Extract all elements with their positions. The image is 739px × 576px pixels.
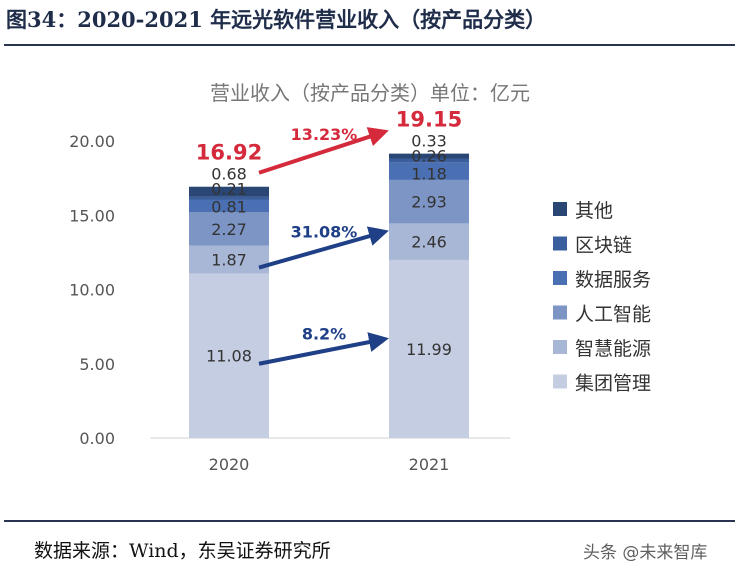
bar-segment-2021-0 xyxy=(389,259,469,438)
bar-segment-2020-2 xyxy=(189,211,269,246)
bar-value-label-2021-3: 1.18 xyxy=(411,165,447,184)
bar-value-label-2020-3: 0.81 xyxy=(211,198,247,217)
growth-arrow-0 xyxy=(258,127,389,175)
y-tick-label-0: 0.00 xyxy=(79,429,115,448)
growth-arrow-2 xyxy=(258,332,389,366)
figure-title: 图34：2020-2021 年远光软件营业收入（按产品分类） xyxy=(6,7,547,32)
legend-swatch-3 xyxy=(553,305,567,320)
data-source: 数据来源：Wind，东吴证券研究所 xyxy=(34,540,331,562)
stacked-bar-chart: 营业收入（按产品分类）单位：亿元 0.00 5.00 10.00 15.00 20.00… xyxy=(69,81,651,474)
bar-segment-2020-4 xyxy=(189,196,269,200)
bar-total-label-2021: 19.15 xyxy=(396,108,462,132)
y-tick-label-2: 10.00 xyxy=(69,281,115,300)
legend-swatch-4 xyxy=(553,340,567,354)
watermark: 头条 @未来智库 xyxy=(583,543,708,563)
legend-label-0: 其他 xyxy=(575,200,613,222)
growth-arrow-1 xyxy=(258,226,389,270)
legend-swatch-5 xyxy=(553,374,567,389)
y-tick-label-1: 5.00 xyxy=(79,355,115,374)
bar-value-label-2020-2: 2.27 xyxy=(211,220,247,239)
bar-value-label-2020-0: 11.08 xyxy=(206,347,252,366)
bar-segment-2021-2 xyxy=(389,179,469,224)
bar-value-label-2021-1: 2.46 xyxy=(411,233,447,252)
bar-value-label-2020-1: 1.87 xyxy=(211,251,247,270)
legend-label-2: 数据服务 xyxy=(575,269,651,291)
bar-value-label-2021-4: 0.26 xyxy=(411,147,447,166)
growth-annotations: 13.23% 31.08% 8.2% xyxy=(258,125,389,366)
bar-value-label-2021-5: 0.33 xyxy=(411,132,447,151)
bar-segment-2021-4 xyxy=(389,158,469,163)
x-category-label-2021: 2021 xyxy=(409,455,450,474)
bar-value-label-2020-5: 0.68 xyxy=(211,165,247,184)
bar-segment-2020-1 xyxy=(189,245,269,274)
bar-segment-2020-0 xyxy=(189,273,269,438)
bar-segment-2021-5 xyxy=(389,153,469,159)
bar-value-label-2021-2: 2.93 xyxy=(411,193,447,212)
bar-segment-2020-5 xyxy=(189,186,269,197)
bar-total-label-2020: 16.92 xyxy=(196,141,262,165)
legend-label-1: 区块链 xyxy=(575,235,632,257)
top-rule xyxy=(4,44,735,46)
legend-swatch-2 xyxy=(553,271,567,285)
legend-label-4: 智慧能源 xyxy=(575,338,651,360)
growth-label-2: 8.2% xyxy=(302,324,346,343)
legend-swatch-0 xyxy=(553,202,567,216)
bar-value-label-2021-0: 11.99 xyxy=(406,340,452,359)
y-axis: 0.00 5.00 10.00 15.00 20.00 xyxy=(69,132,115,448)
chart-title: 营业收入（按产品分类）单位：亿元 xyxy=(210,81,530,105)
x-category-label-2020: 2020 xyxy=(209,455,250,474)
bar-segment-2021-3 xyxy=(389,162,469,180)
bottom-rule xyxy=(4,520,735,522)
bar-segment-2020-3 xyxy=(189,199,269,212)
y-tick-label-4: 20.00 xyxy=(69,132,115,151)
legend-swatch-1 xyxy=(553,236,567,251)
legend-label-3: 人工智能 xyxy=(575,304,651,326)
y-tick-label-3: 15.00 xyxy=(69,206,115,225)
growth-label-1: 31.08% xyxy=(291,223,358,242)
bar-segment-2021-1 xyxy=(389,223,469,260)
legend-label-5: 集团管理 xyxy=(575,373,651,395)
bar-value-label-2020-4: 0.21 xyxy=(211,180,247,199)
growth-label-0: 13.23% xyxy=(291,125,358,144)
